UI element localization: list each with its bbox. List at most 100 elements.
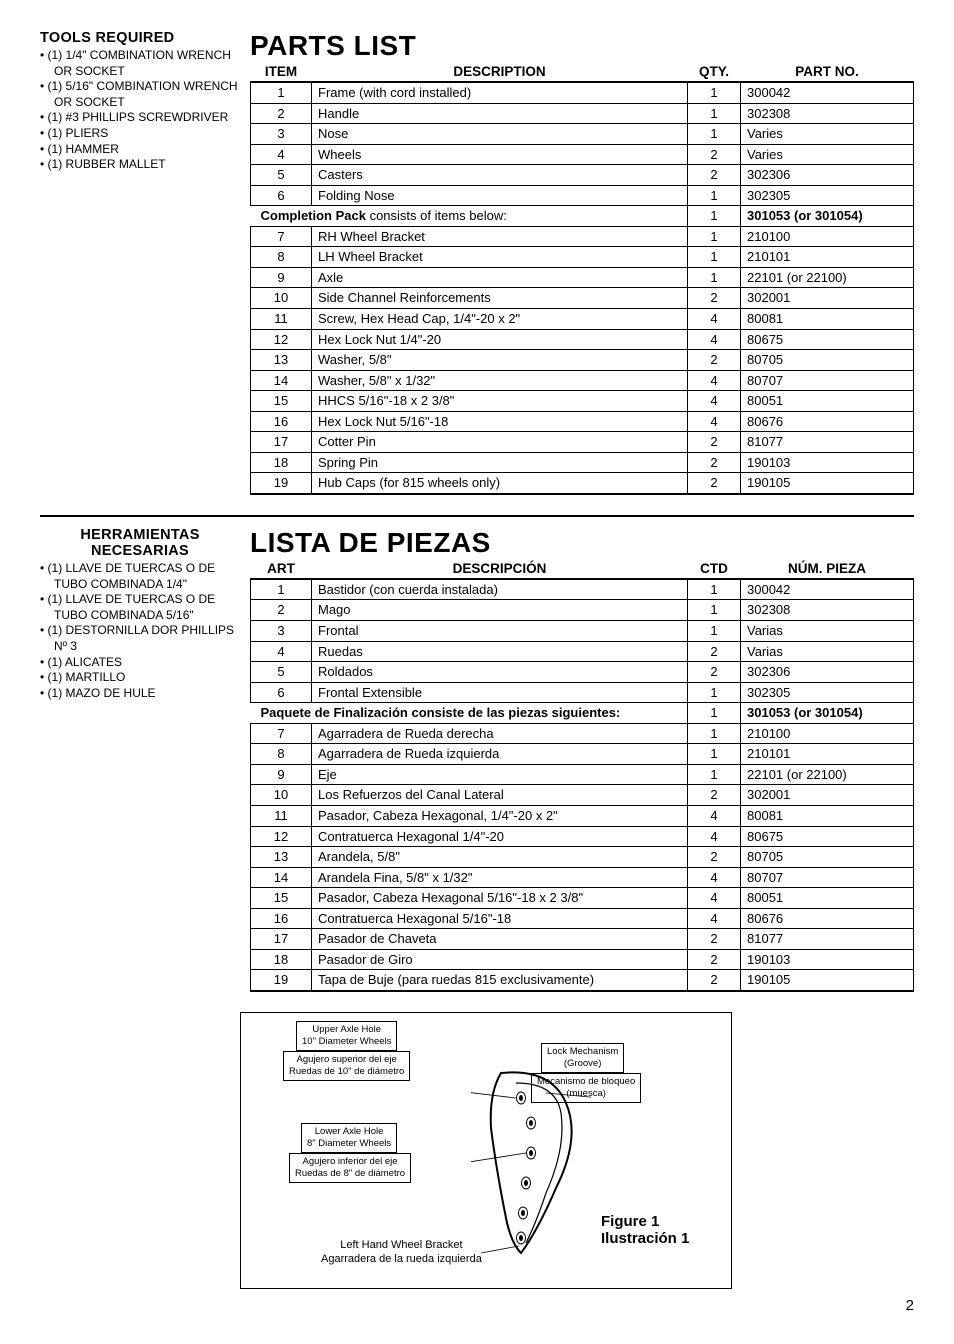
cell-item: 13	[251, 847, 312, 868]
cell-part: 300042	[741, 579, 914, 600]
table-row: 18Spring Pin2190103	[251, 452, 914, 473]
cell-qty: 1	[688, 82, 741, 103]
cell-item: 15	[251, 888, 312, 909]
tool-item: • (1) LLAVE DE TUERCAS O DE TUBO COMBINA…	[40, 561, 240, 592]
cell-qty: 2	[688, 165, 741, 186]
cell-desc: Pasador de Chaveta	[312, 929, 688, 950]
cell-desc: Hex Lock Nut 1/4"-20	[312, 329, 688, 350]
tools-title: TOOLS REQUIRED	[40, 30, 240, 46]
cell-qty: 1	[688, 744, 741, 765]
cell-part: 81077	[741, 432, 914, 453]
cell-part: 190105	[741, 473, 914, 494]
cell-qty: 1	[688, 267, 741, 288]
cell-item: 4	[251, 641, 312, 662]
col-qty: CTD	[688, 561, 741, 579]
col-part: NÚM. PIEZA	[741, 561, 914, 579]
table-row: 14Arandela Fina, 5/8" x 1/32"480707	[251, 867, 914, 888]
cell-item: 19	[251, 970, 312, 991]
bracket-illustration	[471, 1068, 591, 1258]
cell-part: 80051	[741, 888, 914, 909]
cell-item: 8	[251, 247, 312, 268]
tool-item: • (1) MARTILLO	[40, 670, 240, 686]
cell-desc: Folding Nose	[312, 185, 688, 206]
cell-qty: 4	[688, 805, 741, 826]
col-desc: DESCRIPTION	[312, 64, 688, 82]
table-row: 9Eje122101 (or 22100)	[251, 764, 914, 785]
cell-part: 301053 (or 301054)	[741, 703, 914, 724]
table-row: 12Contratuerca Hexagonal 1/4"-20480675	[251, 826, 914, 847]
cell-item: 17	[251, 432, 312, 453]
table-row: 13Washer, 5/8"280705	[251, 350, 914, 371]
cell-desc: Washer, 5/8"	[312, 350, 688, 371]
cell-item: 6	[251, 682, 312, 703]
parts-table: ITEMDESCRIPTIONQTY.PART NO.1Frame (with …	[250, 64, 914, 495]
cell-qty: 2	[688, 350, 741, 371]
cell-item: 18	[251, 949, 312, 970]
cell-qty: 2	[688, 970, 741, 991]
cell-part: 80051	[741, 391, 914, 412]
cell-desc: Ruedas	[312, 641, 688, 662]
cell-item: 2	[251, 103, 312, 124]
cell-part: Varias	[741, 621, 914, 642]
table-row: 5Casters2302306	[251, 165, 914, 186]
cell-part: 190103	[741, 949, 914, 970]
table-row: 2Handle1302308	[251, 103, 914, 124]
col-part: PART NO.	[741, 64, 914, 82]
table-row: 1Bastidor (con cuerda instalada)1300042	[251, 579, 914, 600]
cell-desc: Los Refuerzos del Canal Lateral	[312, 785, 688, 806]
table-row: 8LH Wheel Bracket1210101	[251, 247, 914, 268]
cell-desc: Arandela Fina, 5/8" x 1/32"	[312, 867, 688, 888]
cell-item: 7	[251, 226, 312, 247]
cell-part: 302001	[741, 288, 914, 309]
cell-item: 13	[251, 350, 312, 371]
cell-item: 7	[251, 723, 312, 744]
table-header-row: ARTDESCRIPCIÓNCTDNÚM. PIEZA	[251, 561, 914, 579]
table-row: 7RH Wheel Bracket1210100	[251, 226, 914, 247]
span-desc: Paquete de Finalización consiste de las …	[251, 703, 688, 724]
cell-part: 80707	[741, 867, 914, 888]
cell-part: 302306	[741, 165, 914, 186]
section-divider	[40, 515, 914, 517]
table-row: 14Washer, 5/8" x 1/32"480707	[251, 370, 914, 391]
cell-qty: 2	[688, 288, 741, 309]
section: HERRAMIENTASNECESARIAS• (1) LLAVE DE TUE…	[40, 527, 914, 992]
cell-qty: 4	[688, 826, 741, 847]
cell-part: 190103	[741, 452, 914, 473]
cell-item: 11	[251, 309, 312, 330]
cell-part: 80675	[741, 329, 914, 350]
cell-part: 80705	[741, 350, 914, 371]
cell-desc: Side Channel Reinforcements	[312, 288, 688, 309]
table-row: 11Screw, Hex Head Cap, 1/4"-20 x 2"48008…	[251, 309, 914, 330]
cell-part: 302305	[741, 682, 914, 703]
cell-desc: Cotter Pin	[312, 432, 688, 453]
section: TOOLS REQUIRED • (1) 1/4" COMBINATION WRE…	[40, 30, 914, 495]
cell-qty: 2	[688, 641, 741, 662]
tool-list: • (1) 1/4" COMBINATION WRENCH OR SOCKET•…	[40, 48, 240, 173]
tool-item: • (1) ALICATES	[40, 655, 240, 671]
table-row: 10Side Channel Reinforcements2302001	[251, 288, 914, 309]
cell-item: 1	[251, 579, 312, 600]
cell-desc: Agarradera de Rueda derecha	[312, 723, 688, 744]
tool-item: • (1) RUBBER MALLET	[40, 157, 240, 173]
cell-qty: 2	[688, 452, 741, 473]
cell-desc: Tapa de Buje (para ruedas 815 exclusivam…	[312, 970, 688, 991]
cell-qty: 1	[688, 682, 741, 703]
figure-caption: Figure 1Ilustración 1	[601, 1213, 689, 1247]
label-lower-en: Lower Axle Hole8" Diameter Wheels	[301, 1123, 397, 1153]
cell-desc: Pasador, Cabeza Hexagonal, 1/4"-20 x 2"	[312, 805, 688, 826]
parts-title: LISTA DE PIEZAS	[250, 527, 914, 559]
cell-qty: 1	[688, 703, 741, 724]
cell-item: 6	[251, 185, 312, 206]
cell-item: 14	[251, 867, 312, 888]
cell-qty: 4	[688, 411, 741, 432]
parts-title: PARTS LIST	[250, 30, 914, 62]
col-item: ART	[251, 561, 312, 579]
cell-qty: 4	[688, 391, 741, 412]
cell-item: 8	[251, 744, 312, 765]
cell-desc: Eje	[312, 764, 688, 785]
tool-item: • (1) LLAVE DE TUERCAS O DE TUBO COMBINA…	[40, 592, 240, 623]
parts-column: LISTA DE PIEZAS ARTDESCRIPCIÓNCTDNÚM. PIE…	[250, 527, 914, 992]
tool-item: • (1) DESTORNILLA DOR PHILLIPS Nº 3	[40, 623, 240, 654]
cell-desc: Agarradera de Rueda izquierda	[312, 744, 688, 765]
table-row: 17Pasador de Chaveta281077	[251, 929, 914, 950]
